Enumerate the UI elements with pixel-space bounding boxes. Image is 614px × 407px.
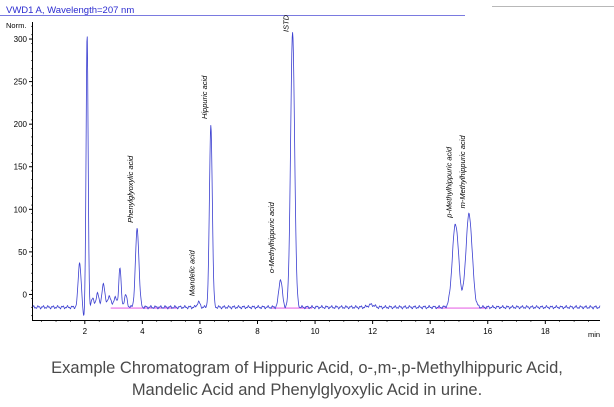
peak-label: p-Methylhippuric acid: [445, 146, 454, 219]
y-tick-label: 50: [18, 248, 27, 257]
y-tick-label: 300: [14, 35, 28, 44]
y-tick-label: 0: [23, 290, 28, 299]
x-tick-label: 12: [368, 327, 377, 336]
x-tick-label: 18: [541, 327, 550, 336]
x-tick-label: 2: [83, 327, 88, 336]
y-ticks: 0 50 100 150 200 250 300: [14, 35, 33, 299]
x-tick-label: 4: [140, 327, 145, 336]
peak-label: ISTD: [282, 14, 291, 32]
peak-label: Mandelic acid: [187, 249, 196, 296]
y-tick-label: 100: [14, 205, 28, 214]
caption-line-2: Mandelic Acid and Phenylglyoxylic Acid i…: [131, 381, 483, 399]
figure-caption: Example Chromatogram of Hippuric Acid, o…: [0, 357, 614, 401]
x-tick-label: 16: [483, 327, 492, 336]
peak-label: Phenylglyoxylic acid: [126, 155, 135, 223]
x-tick-label: 8: [255, 327, 260, 336]
y-tick-label: 200: [14, 120, 28, 129]
peak-label: Hippuric acid: [200, 75, 209, 119]
caption-line-1: Example Chromatogram of Hippuric Acid, o…: [51, 359, 563, 377]
x-tick-label: 6: [198, 327, 203, 336]
peak-labels: Phenylglyoxylic acid Mandelic acid Hippuri…: [126, 14, 467, 296]
x-tick-label: 14: [426, 327, 435, 336]
x-axis-label: min: [588, 330, 600, 339]
chart-title: VWD1 A, Wavelength=207 nm: [6, 5, 134, 16]
peak-label: m-Methylhippuric acid: [458, 135, 467, 209]
chromatogram-chart: VWD1 A, Wavelength=207 nm Norm. min 0 50 1…: [0, 5, 614, 339]
peak-label: o-Methylhippuric acid: [267, 201, 276, 273]
series-line: [32, 32, 601, 316]
y-axis-label: Norm.: [6, 21, 26, 30]
y-tick-label: 250: [14, 78, 28, 87]
x-ticks: 2 4 6 8 10 12 14 16 18: [83, 320, 550, 336]
x-tick-label: 10: [311, 327, 320, 336]
y-tick-label: 150: [14, 163, 28, 172]
minor-ticks: [31, 25, 589, 322]
